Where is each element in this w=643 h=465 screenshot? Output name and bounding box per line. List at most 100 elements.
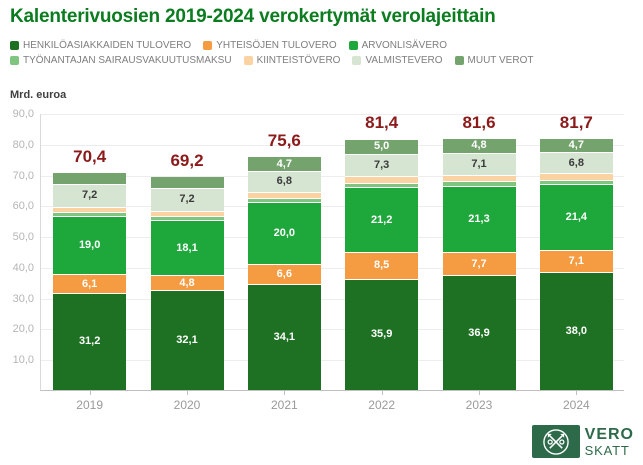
x-axis-category-label: 2021 bbox=[270, 398, 298, 412]
gridline bbox=[41, 329, 624, 331]
y-axis-tick-label: 60,0 bbox=[12, 200, 34, 213]
chart-title: Kalenterivuosien 2019-2024 verokertymät … bbox=[10, 6, 496, 27]
legend-item: KIINTEISTÖVERO bbox=[243, 55, 340, 66]
bar-segment: 7,7 bbox=[442, 252, 516, 277]
bar-segment: 4,8 bbox=[442, 138, 516, 154]
x-axis-tick bbox=[284, 391, 286, 395]
bar-segment bbox=[150, 177, 224, 190]
bar-segment: 19,0 bbox=[53, 216, 127, 276]
bar-segment bbox=[345, 177, 419, 184]
y-axis-tick-label: 70,0 bbox=[12, 169, 34, 182]
x-axis-category-label: 2022 bbox=[368, 398, 395, 412]
bar-segment: 4,7 bbox=[247, 157, 321, 172]
legend-swatch-icon bbox=[352, 56, 362, 65]
segment-value-label: 4,7 bbox=[276, 157, 292, 170]
segment-value-label: 8,5 bbox=[374, 259, 390, 272]
legend-item: HENKILÖASIAKKAIDEN TULOVERO bbox=[10, 40, 191, 51]
segment-value-label: 6,8 bbox=[276, 175, 292, 188]
y-axis-unit-label: Mrd. euroa bbox=[10, 89, 67, 101]
bar-segment: 7,2 bbox=[53, 185, 127, 208]
legend-item: TYÖNANTAJAN SAIRAUSVAKUUTUSMAKSU bbox=[10, 55, 232, 66]
y-axis-tick-label: 50,0 bbox=[12, 231, 34, 244]
segment-value-label: 21,3 bbox=[468, 212, 490, 225]
segment-value-label: 4,8 bbox=[471, 139, 487, 152]
legend-swatch-icon bbox=[10, 41, 19, 50]
gridline bbox=[41, 360, 624, 362]
x-axis-category-label: 2020 bbox=[173, 398, 201, 412]
segment-value-label: 7,1 bbox=[471, 157, 487, 170]
bar-segment bbox=[150, 217, 224, 221]
segment-value-label: 20,0 bbox=[273, 226, 296, 239]
bar-segment bbox=[442, 182, 516, 188]
logo-text-skatt: SKATT bbox=[584, 442, 630, 458]
y-axis-tick-label: 20,0 bbox=[12, 323, 34, 336]
segment-value-label: 36,9 bbox=[468, 326, 490, 339]
bar-segment: 7,3 bbox=[345, 154, 419, 178]
segment-value-label: 7,2 bbox=[82, 189, 98, 202]
bar-segment: 38,0 bbox=[539, 273, 613, 390]
legend-item: ARVONLISÄVERO bbox=[348, 40, 448, 51]
legend-item: MUUT VEROT bbox=[454, 55, 533, 66]
bar-segment: 6,8 bbox=[539, 153, 613, 174]
bar-segment: 8,5 bbox=[345, 253, 419, 280]
segment-value-label: 7,1 bbox=[568, 255, 584, 268]
segment-value-label: 7,3 bbox=[374, 159, 390, 172]
bar-2020: 32,1 4,8 18,1 7,2 bbox=[150, 177, 224, 390]
bar-segment: 34,1 bbox=[247, 285, 321, 390]
segment-value-label: 19,0 bbox=[78, 238, 101, 251]
bar-total-label: 75,6 bbox=[267, 131, 301, 151]
segment-value-label: 7,7 bbox=[471, 257, 487, 270]
logo-text-vero: VERO bbox=[584, 425, 634, 443]
gridline bbox=[41, 237, 624, 239]
legend-item-label: VALMISTEVERO bbox=[365, 55, 443, 66]
segment-value-label: 6,8 bbox=[568, 156, 584, 169]
x-axis-category-label: 2019 bbox=[76, 398, 103, 412]
legend-item: VALMISTEVERO bbox=[352, 55, 443, 66]
y-axis-tick-label: 80,0 bbox=[12, 138, 34, 151]
segment-value-label: 21,4 bbox=[565, 211, 588, 224]
bar-total-label: 69,2 bbox=[170, 151, 204, 171]
bar-segment bbox=[345, 183, 419, 189]
bar-total-label: 81,6 bbox=[462, 112, 496, 132]
legend-item-label: HENKILÖASIAKKAIDEN TULOVERO bbox=[23, 40, 192, 51]
bar-segment: 36,9 bbox=[442, 276, 516, 390]
gridline bbox=[41, 144, 624, 146]
bar-segment: 5,0 bbox=[345, 139, 419, 155]
legend-row: HENKILÖASIAKKAIDEN TULOVERO YHTEISÖJEN TU… bbox=[10, 40, 533, 51]
segment-value-label: 35,9 bbox=[370, 328, 393, 341]
bar-segment bbox=[247, 198, 321, 204]
bar-segment bbox=[442, 175, 516, 183]
segment-value-label: 21,2 bbox=[370, 213, 393, 226]
bar-2021: 34,1 6,6 20,0 6,8 4,7 bbox=[247, 157, 321, 390]
gridline bbox=[41, 267, 624, 269]
segment-value-label: 32,1 bbox=[176, 334, 198, 347]
bar-segment: 31,2 bbox=[53, 293, 127, 390]
bar-segment: 21,4 bbox=[539, 185, 613, 252]
vero-skatt-logo: VERO SKATT bbox=[531, 425, 634, 458]
bar-2022: 35,9 8,5 21,2 7,3 5,0 bbox=[345, 139, 419, 390]
legend-swatch-icon bbox=[203, 41, 213, 50]
bar-segment: 32,1 bbox=[150, 291, 224, 390]
x-axis-tick bbox=[89, 391, 91, 395]
segment-value-label: 18,1 bbox=[176, 241, 198, 254]
bar-segment: 7,2 bbox=[150, 189, 224, 212]
legend-item-label: YHTEISÖJEN TULOVERO bbox=[216, 40, 337, 51]
x-axis-category-label: 2024 bbox=[562, 398, 590, 412]
bar-segment: 20,0 bbox=[247, 203, 321, 265]
bar-segment: 21,2 bbox=[345, 188, 419, 254]
legend-row: TYÖNANTAJAN SAIRAUSVAKUUTUSMAKSU KIINTEIS… bbox=[10, 55, 533, 66]
legend-swatch-icon bbox=[348, 41, 358, 50]
bar-segment: 4,8 bbox=[150, 276, 224, 292]
bar-segment: 7,1 bbox=[442, 153, 516, 176]
bar-2019: 31,2 6,1 19,0 7,2 bbox=[53, 173, 127, 390]
bar-segment bbox=[539, 173, 613, 181]
bar-segment bbox=[539, 180, 613, 186]
legend-item: YHTEISÖJEN TULOVERO bbox=[203, 40, 337, 51]
segment-value-label: 31,2 bbox=[78, 335, 101, 348]
plot-area: 31,2 6,1 19,0 7,2 70,4 2019 32,1 4,8 18,1 7,2 69,2… bbox=[40, 112, 624, 412]
crossed-arrows-emblem-icon bbox=[542, 428, 569, 455]
legend-item-label: ARVONLISÄVERO bbox=[361, 40, 448, 51]
bar-segment: 35,9 bbox=[345, 279, 419, 390]
bar-total-label: 81,7 bbox=[559, 112, 593, 132]
